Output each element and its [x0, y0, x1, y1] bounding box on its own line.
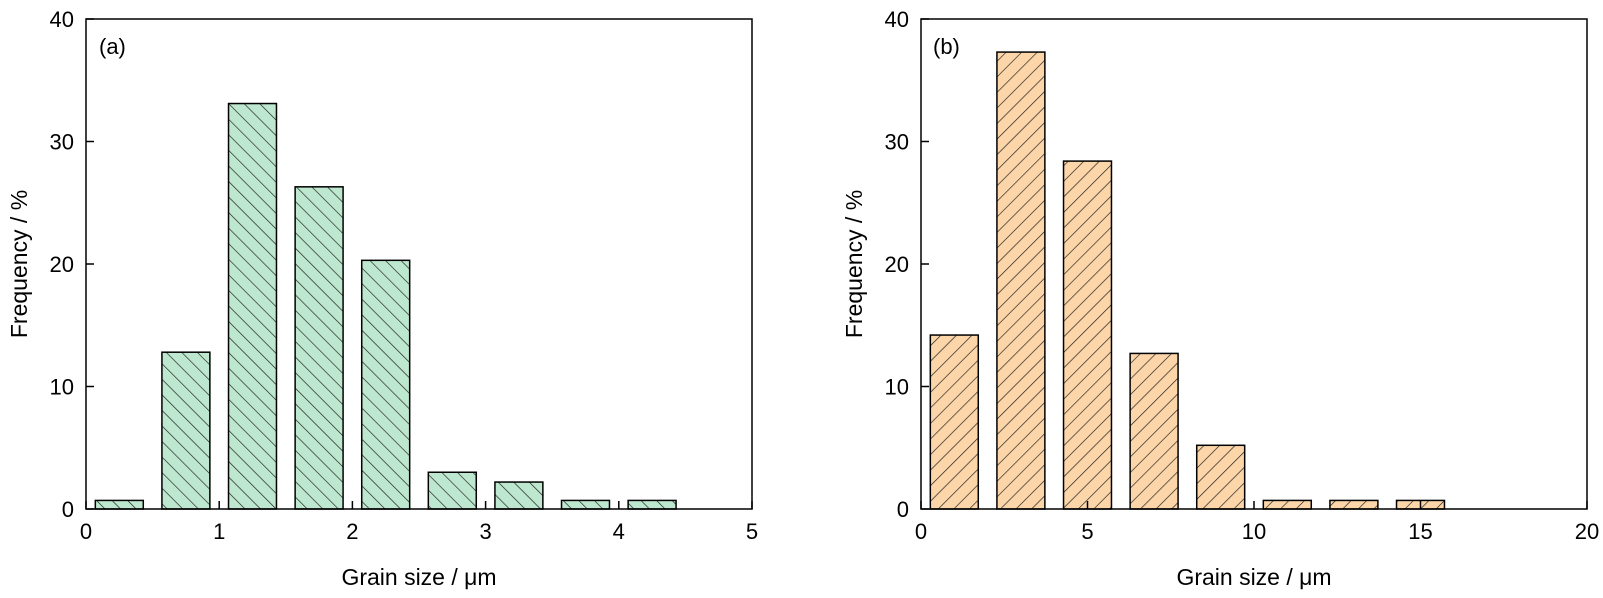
- bar-a-0: [94, 499, 145, 510]
- y-tick-label-a-0: 0: [62, 497, 74, 522]
- y-tick-label-a-2: 20: [50, 252, 74, 277]
- y-tick-label-b-4: 40: [885, 7, 909, 32]
- x-axis-title-b: Grain size / μm: [1176, 564, 1331, 590]
- y-tick-label-a-4: 40: [50, 7, 74, 32]
- x-tick-label-a-4: 4: [613, 519, 625, 544]
- bar-a-5: [427, 471, 478, 510]
- bar-b-2: [1062, 160, 1113, 510]
- bar-a-4: [360, 259, 411, 510]
- x-axis-title-a: Grain size / μm: [341, 564, 496, 590]
- x-tick-label-b-1: 5: [1081, 519, 1093, 544]
- ticks-b: 0 5 10 15 20 0 10 20 30 40: [885, 7, 1600, 544]
- x-tick-label-b-0: 0: [915, 519, 927, 544]
- bar-a-6: [494, 481, 544, 510]
- x-tick-label-a-2: 2: [346, 519, 358, 544]
- chart-panel-b: 0 5 10 15 20 0 10 20 30 40 (b) Grain size / μm Fr…: [841, 7, 1599, 590]
- panel-label-a: (a): [99, 34, 126, 59]
- y-tick-label-b-2: 20: [885, 252, 909, 277]
- y-tick-label-a-3: 30: [50, 130, 74, 155]
- x-tick-label-b-3: 15: [1408, 519, 1432, 544]
- panel-label-b: (b): [933, 34, 960, 59]
- x-tick-label-a-1: 1: [213, 519, 225, 544]
- bar-b-0: [929, 334, 980, 510]
- bar-a-7: [560, 499, 611, 510]
- bar-a-2: [227, 102, 278, 510]
- x-tick-label-a-0: 0: [80, 519, 92, 544]
- bar-a-1: [161, 351, 211, 510]
- x-tick-label-a-5: 5: [746, 519, 758, 544]
- y-axis-title-b: Frequency / %: [841, 190, 867, 338]
- bar-a-8: [627, 499, 677, 510]
- bars-a: [94, 102, 677, 510]
- ticks-a: 0 1 2 3 4 5 0 10 20 30 40: [50, 7, 759, 544]
- chart-panel-a: 0 1 2 3 4 5 0 10 20 30 40 (a) Grain size / μm Freq…: [6, 7, 758, 590]
- x-tick-label-a-3: 3: [479, 519, 491, 544]
- bar-b-4: [1195, 444, 1246, 510]
- bar-b-5: [1262, 499, 1313, 510]
- y-tick-label-b-3: 30: [885, 130, 909, 155]
- bars-b: [929, 51, 1446, 510]
- y-tick-label-a-1: 10: [50, 375, 74, 400]
- bar-b-1: [996, 51, 1046, 510]
- bar-a-3: [294, 186, 344, 510]
- y-tick-label-b-1: 10: [885, 375, 909, 400]
- bar-b-6: [1329, 499, 1379, 510]
- y-tick-label-b-0: 0: [897, 497, 909, 522]
- y-axis-title-a: Frequency / %: [6, 190, 32, 338]
- x-tick-label-b-2: 10: [1242, 519, 1266, 544]
- x-tick-label-b-4: 20: [1575, 519, 1599, 544]
- bar-b-3: [1129, 352, 1179, 510]
